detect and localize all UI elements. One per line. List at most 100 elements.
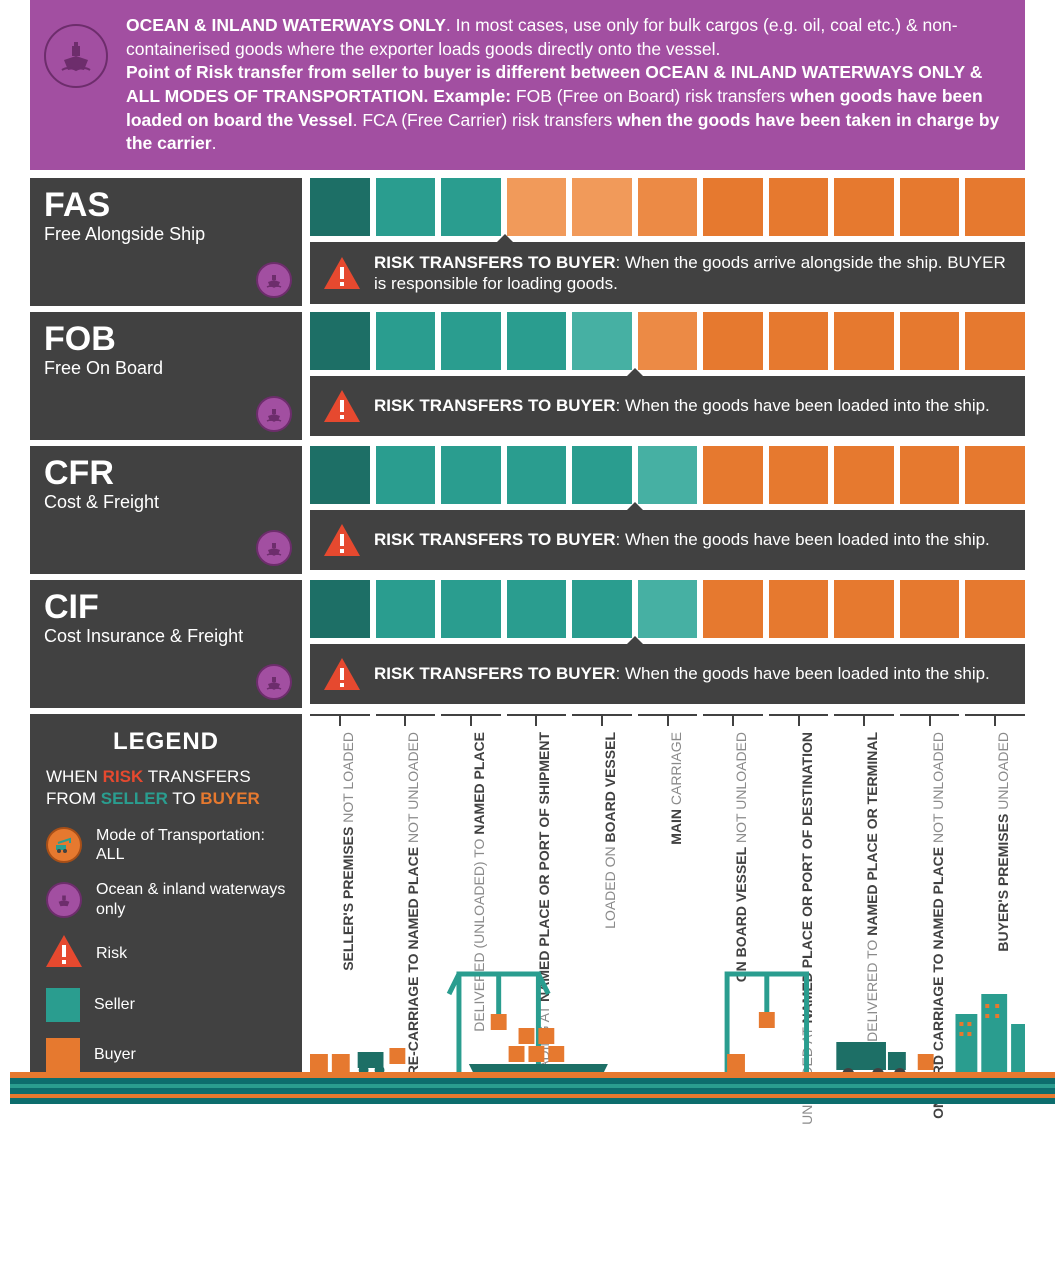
risk-block xyxy=(769,312,829,370)
risk-text: RISK TRANSFERS TO BUYER: When the goods … xyxy=(374,395,990,416)
mode-all-icon xyxy=(46,827,82,863)
stage-label: MAIN CARRIAGE xyxy=(668,732,684,845)
term-name: Free On Board xyxy=(44,358,288,379)
risk-block xyxy=(441,178,501,236)
term-code: CIF xyxy=(44,590,288,624)
risk-bar: RISK TRANSFERS TO BUYER: When the goods … xyxy=(310,376,1025,436)
term-code: FAS xyxy=(44,188,288,222)
legend-item-seller: Seller xyxy=(46,988,286,1022)
bottom-row: LEGEND WHEN RISK TRANSFERS FROM SELLER T… xyxy=(30,714,1025,1104)
risk-block xyxy=(769,580,829,638)
risk-pointer-icon xyxy=(495,234,515,244)
stage-column: ONWARD CARRIAGE TO NAMED PLACE NOT UNLOA… xyxy=(900,714,960,924)
risk-block xyxy=(703,312,763,370)
term-right: RISK TRANSFERS TO BUYER: When the goods … xyxy=(310,312,1025,440)
risk-block xyxy=(310,446,370,504)
term-code: CFR xyxy=(44,456,288,490)
legend-panel: LEGEND WHEN RISK TRANSFERS FROM SELLER T… xyxy=(30,714,302,1104)
risk-block xyxy=(834,580,894,638)
risk-block xyxy=(834,312,894,370)
header-text: OCEAN & INLAND WATERWAYS ONLY. In most c… xyxy=(126,14,1007,156)
stage-label: SELLER'S PREMISES NOT LOADED xyxy=(340,732,356,971)
buyer-swatch xyxy=(46,1038,80,1072)
risk-block xyxy=(572,178,632,236)
term-right: RISK TRANSFERS TO BUYER: When the goods … xyxy=(310,446,1025,574)
term-right: RISK TRANSFERS TO BUYER: When the goods … xyxy=(310,580,1025,708)
risk-block xyxy=(703,446,763,504)
risk-block xyxy=(310,178,370,236)
term-name: Cost Insurance & Freight xyxy=(44,626,288,647)
term-label: FOBFree On Board xyxy=(30,312,302,440)
risk-pointer-icon xyxy=(625,368,645,378)
term-right: RISK TRANSFERS TO BUYER: When the goods … xyxy=(310,178,1025,306)
warning-icon xyxy=(324,390,360,422)
stage-column: BUYER'S PREMISES UNLOADED xyxy=(965,714,1025,924)
stage-label: BUYER'S PREMISES UNLOADED xyxy=(995,732,1011,952)
warning-icon xyxy=(324,524,360,556)
risk-block xyxy=(900,312,960,370)
risk-pointer-icon xyxy=(625,636,645,646)
stage-label: DELIVERED TO NAMED PLACE OR TERMINAL xyxy=(864,732,880,1042)
risk-pointer-icon xyxy=(625,502,645,512)
legend-title: LEGEND xyxy=(46,728,286,756)
term-name: Cost & Freight xyxy=(44,492,288,513)
stage-column: MAIN CARRIAGE xyxy=(638,714,698,924)
stage-column: ON BOARD VESSEL NOT UNLOADED xyxy=(703,714,763,924)
risk-bar: RISK TRANSFERS TO BUYER: When the goods … xyxy=(310,242,1025,305)
legend-subtitle: WHEN RISK TRANSFERS FROM SELLER TO BUYER xyxy=(46,766,286,810)
risk-block xyxy=(965,446,1025,504)
risk-block xyxy=(441,312,501,370)
stage-column: SELLER'S PREMISES NOT LOADED xyxy=(310,714,370,924)
ship-icon xyxy=(256,530,292,566)
term-name: Free Alongside Ship xyxy=(44,224,288,245)
terms-list: FASFree Alongside Ship RISK TRANSFERS TO … xyxy=(30,178,1025,708)
legend-item-risk: Risk xyxy=(46,935,286,972)
term-label: CFRCost & Freight xyxy=(30,446,302,574)
stage-column: LOADING AT NAMED PLACE OR PORT OF SHIPME… xyxy=(507,714,567,924)
risk-block xyxy=(900,178,960,236)
risk-blocks xyxy=(310,178,1025,236)
stage-label: LOADING AT NAMED PLACE OR PORT OF SHIPME… xyxy=(536,732,552,1089)
risk-block xyxy=(572,446,632,504)
risk-text: RISK TRANSFERS TO BUYER: When the goods … xyxy=(374,529,990,550)
seller-swatch xyxy=(46,988,80,1022)
risk-block xyxy=(900,446,960,504)
legend-item-mode-all: Mode of Transportation: ALL xyxy=(46,826,286,864)
ship-icon xyxy=(256,396,292,432)
stage-label: PRE-CARRIAGE TO NAMED PLACE NOT UNLOADED xyxy=(405,732,421,1085)
risk-block xyxy=(638,446,698,504)
risk-blocks xyxy=(310,580,1025,638)
risk-block xyxy=(965,312,1025,370)
risk-block xyxy=(638,178,698,236)
risk-block xyxy=(638,312,698,370)
term-row: CFRCost & Freight RISK TRANSFERS TO BUYER… xyxy=(30,446,1025,574)
risk-text: RISK TRANSFERS TO BUYER: When the goods … xyxy=(374,663,990,684)
risk-block xyxy=(310,580,370,638)
risk-block xyxy=(310,312,370,370)
term-row: FOBFree On Board RISK TRANSFERS TO BUYER:… xyxy=(30,312,1025,440)
risk-block xyxy=(703,178,763,236)
risk-bar: RISK TRANSFERS TO BUYER: When the goods … xyxy=(310,644,1025,704)
risk-block xyxy=(507,312,567,370)
risk-block xyxy=(965,580,1025,638)
warning-icon xyxy=(46,935,82,972)
term-row: FASFree Alongside Ship RISK TRANSFERS TO … xyxy=(30,178,1025,306)
term-label: CIFCost Insurance & Freight xyxy=(30,580,302,708)
stage-label: UNLOADED AT NAMED PLACE OR PORT OF DESTI… xyxy=(799,732,815,1125)
stage-label: ONWARD CARRIAGE TO NAMED PLACE NOT UNLOA… xyxy=(930,732,946,1119)
stage-column: UNLOADED AT NAMED PLACE OR PORT OF DESTI… xyxy=(769,714,829,924)
risk-blocks xyxy=(310,446,1025,504)
risk-block xyxy=(572,580,632,638)
risk-block xyxy=(834,178,894,236)
risk-block xyxy=(834,446,894,504)
term-label: FASFree Alongside Ship xyxy=(30,178,302,306)
risk-bar: RISK TRANSFERS TO BUYER: When the goods … xyxy=(310,510,1025,570)
infographic-root: OCEAN & INLAND WATERWAYS ONLY. In most c… xyxy=(0,0,1055,1104)
risk-block xyxy=(376,446,436,504)
ship-icon xyxy=(46,882,82,918)
risk-text: RISK TRANSFERS TO BUYER: When the goods … xyxy=(374,252,1011,295)
risk-block xyxy=(638,580,698,638)
ship-icon xyxy=(256,262,292,298)
stages-axis: SELLER'S PREMISES NOT LOADEDPRE-CARRIAGE… xyxy=(310,714,1025,1104)
stage-column: PRE-CARRIAGE TO NAMED PLACE NOT UNLOADED xyxy=(376,714,436,924)
